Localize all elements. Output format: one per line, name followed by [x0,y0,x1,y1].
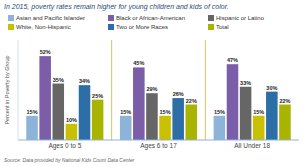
bar [253,116,265,140]
bar [66,124,78,140]
x-tick-label: All Under 18 [234,142,270,149]
bar [53,84,65,140]
y-label: Percent in Poverty by Group [4,55,10,124]
data-label: 15% [214,109,225,115]
x-tick-label: Ages 6 to 17 [140,142,177,150]
data-label: 26% [173,91,184,97]
data-label: 34% [79,78,90,84]
bar [79,85,91,140]
legend-swatch [8,15,14,21]
legend-entry: Black or African-American [116,15,185,21]
bar [146,93,158,140]
bar [279,105,291,140]
bar [133,67,145,140]
data-label: 29% [146,86,157,92]
data-label: 45% [133,60,144,66]
legend-entry: White, Non-Hispanic [16,24,71,30]
chart: In 2015, poverty rates remain higher for… [0,0,303,166]
legend-swatch [208,15,214,21]
bar [240,87,252,140]
data-label: 33% [240,80,251,86]
x-axis [18,140,299,141]
legend-entry: Hispanic or Latino [216,15,265,21]
bar [227,64,239,140]
legend-swatch [108,24,114,30]
y-axis [18,40,19,140]
data-label: 15% [120,109,131,115]
bar [92,100,104,140]
data-label: 30% [266,85,277,91]
source: Source: Data provided by National Kids C… [4,157,135,163]
bars [26,56,290,140]
title: In 2015, poverty rates remain higher for… [4,3,229,11]
data-label: 47% [227,57,238,63]
divider [205,40,206,140]
legend-entry: Two or More Races [116,24,168,30]
bar [26,116,38,140]
legend-swatch [8,24,14,30]
data-label: 22% [186,98,197,104]
legend-entry: Total [216,24,229,30]
legend-entry: Asian and Pacific Islander [16,15,85,21]
bar [120,116,132,140]
data-label: 25% [92,93,103,99]
bar [186,105,198,140]
data-labels: 15%52%35%10%34%25%15%45%29%15%26%22%15%4… [27,49,291,123]
legend-swatch [108,15,114,21]
bar [214,116,226,140]
data-label: 10% [66,117,77,123]
bar [159,116,171,140]
data-label: 35% [53,77,64,83]
bar [172,98,184,140]
legend: Asian and Pacific Islander Black or Afric… [8,15,265,30]
data-label: 52% [40,49,51,55]
data-label: 15% [160,109,171,115]
divider [111,40,112,140]
data-label: 15% [253,109,264,115]
bar [266,92,278,140]
legend-swatch [208,24,214,30]
x-tick-label: Ages 0 to 5 [48,142,81,150]
bar [39,56,51,140]
data-label: 15% [27,109,38,115]
data-label: 22% [279,98,290,104]
